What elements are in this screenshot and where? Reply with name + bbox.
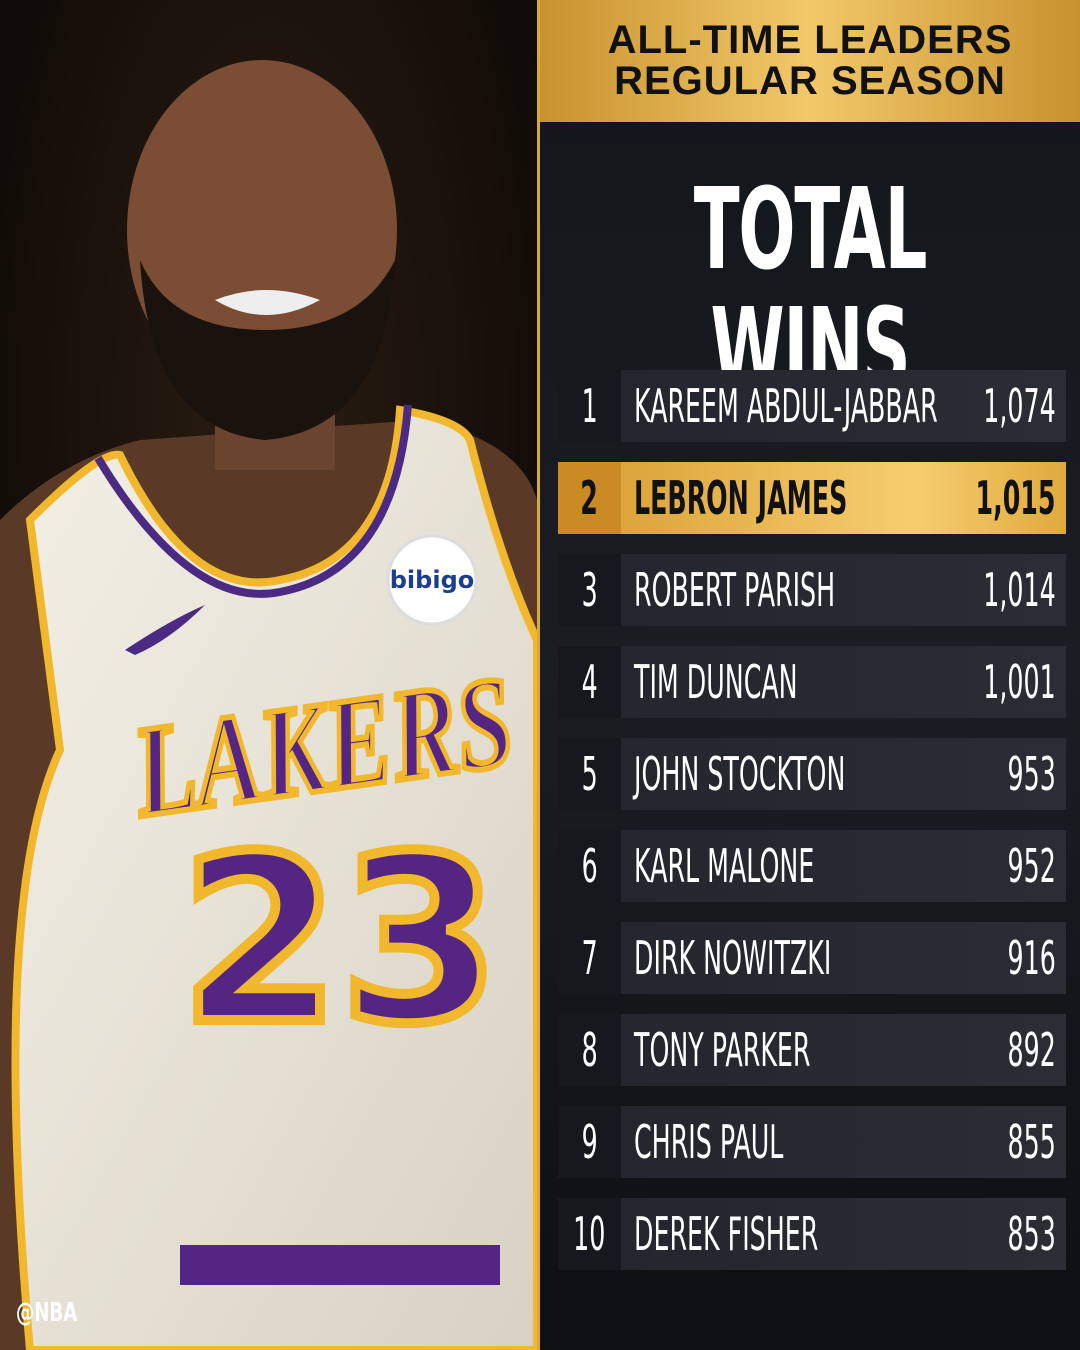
wins: 1,001 xyxy=(983,655,1056,709)
leader-row: 2 LEBRON JAMES 1,015 xyxy=(558,462,1066,534)
header: ALL-TIME LEADERS REGULAR SEASON xyxy=(540,0,1080,122)
sponsor-logo: bibigo xyxy=(390,566,474,594)
wins: 853 xyxy=(1007,1207,1056,1261)
rank-cell: 8 xyxy=(558,1014,621,1086)
header-title: ALL-TIME LEADERS xyxy=(607,18,1013,62)
value-cell: 1,014 xyxy=(924,554,1056,626)
value-cell: 855 xyxy=(968,1106,1056,1178)
name-cell: TONY PARKER xyxy=(634,1014,955,1086)
player-name: LEBRON JAMES xyxy=(634,471,848,525)
rank: 7 xyxy=(581,931,598,985)
rank: 2 xyxy=(580,471,599,525)
player-photo: bibigo LAKERS 23 xyxy=(0,0,537,1350)
rank: 1 xyxy=(581,379,598,433)
wins: 952 xyxy=(1007,839,1056,893)
rank: 5 xyxy=(581,747,598,801)
rank: 8 xyxy=(581,1023,598,1077)
player-name: JOHN STOCKTON xyxy=(634,747,846,801)
rank-cell: 3 xyxy=(558,554,621,626)
player-name: KARL MALONE xyxy=(634,839,815,893)
wins: 953 xyxy=(1007,747,1056,801)
value-cell: 892 xyxy=(968,1014,1056,1086)
rank: 3 xyxy=(581,563,598,617)
value-cell: 1,001 xyxy=(924,646,1056,718)
rank-cell: 7 xyxy=(558,922,621,994)
name-cell: TIM DUNCAN xyxy=(634,646,931,718)
value-cell: 1,015 xyxy=(910,462,1056,534)
name-cell: DEREK FISHER xyxy=(634,1198,969,1270)
leader-row: 7 DIRK NOWITZKI 916 xyxy=(558,922,1066,994)
leader-row: 5 JOHN STOCKTON 953 xyxy=(558,738,1066,810)
value-cell: 952 xyxy=(968,830,1056,902)
name-cell: JOHN STOCKTON xyxy=(634,738,1018,810)
rank-cell: 5 xyxy=(558,738,621,810)
wins: 1,074 xyxy=(983,379,1056,433)
player-name: DEREK FISHER xyxy=(634,1207,819,1261)
leader-row: 9 CHRIS PAUL 855 xyxy=(558,1106,1066,1178)
rank-cell: 10 xyxy=(558,1198,621,1270)
watermark: @NBA xyxy=(16,1298,78,1328)
name-cell: ROBERT PARISH xyxy=(634,554,1000,626)
name-cell: CHRIS PAUL xyxy=(634,1106,906,1178)
value-cell: 916 xyxy=(968,922,1056,994)
name-cell: DIRK NOWITZKI xyxy=(634,922,993,994)
wins: 916 xyxy=(1007,931,1056,985)
player-name: KAREEM ABDUL-JABBAR xyxy=(634,379,938,433)
value-cell: 1,074 xyxy=(924,370,1056,442)
player-name: DIRK NOWITZKI xyxy=(634,931,832,985)
rank-cell: 2 xyxy=(558,462,621,534)
wins: 1,014 xyxy=(983,563,1056,617)
name-cell: LEBRON JAMES xyxy=(634,462,1022,534)
rank-cell: 6 xyxy=(558,830,621,902)
wins: 892 xyxy=(1007,1023,1056,1077)
header-title: REGULAR SEASON xyxy=(614,59,1006,103)
name-cell: KAREEM ABDUL-JABBAR xyxy=(634,370,1080,442)
player-name: ROBERT PARISH xyxy=(634,563,836,617)
leader-row: 6 KARL MALONE 952 xyxy=(558,830,1066,902)
leader-row: 3 ROBERT PARISH 1,014 xyxy=(558,554,1066,626)
leader-row: 8 TONY PARKER 892 xyxy=(558,1014,1066,1086)
player-name: TIM DUNCAN xyxy=(634,655,798,709)
rank: 10 xyxy=(573,1207,606,1261)
wins: 855 xyxy=(1007,1115,1056,1169)
value-cell: 953 xyxy=(968,738,1056,810)
player-name: TONY PARKER xyxy=(634,1023,811,1077)
rank-cell: 4 xyxy=(558,646,621,718)
player-name: CHRIS PAUL xyxy=(634,1115,784,1169)
name-cell: KARL MALONE xyxy=(634,830,962,902)
value-cell: 853 xyxy=(968,1198,1056,1270)
rank: 4 xyxy=(581,655,598,709)
leader-row: 4 TIM DUNCAN 1,001 xyxy=(558,646,1066,718)
leader-row: 1 KAREEM ABDUL-JABBAR 1,074 xyxy=(558,370,1066,442)
wins: 1,015 xyxy=(975,471,1056,525)
rank: 9 xyxy=(581,1115,598,1169)
rank-cell: 1 xyxy=(558,370,621,442)
leader-row: 10 DEREK FISHER 853 xyxy=(558,1198,1066,1270)
jersey-number: 23 xyxy=(180,808,500,1075)
rank: 6 xyxy=(581,839,598,893)
leaders-panel: ALL-TIME LEADERS REGULAR SEASON TOTAL WI… xyxy=(537,0,1080,1350)
rank-cell: 9 xyxy=(558,1106,621,1178)
